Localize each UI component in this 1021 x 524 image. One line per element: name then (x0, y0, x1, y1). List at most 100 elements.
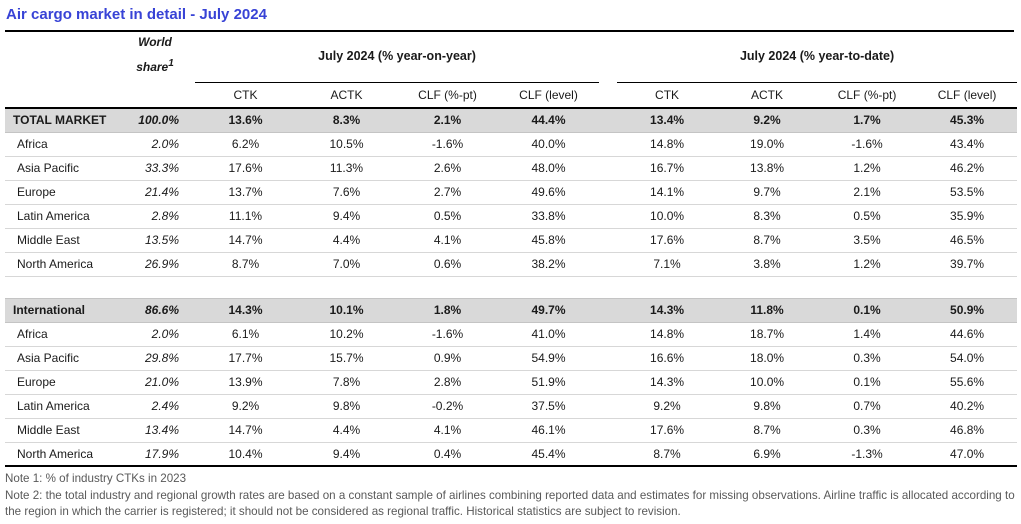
air-cargo-table: World share1 July 2024 (% year-on-year) … (5, 32, 1018, 467)
yoy-value-cell: 0.4% (397, 442, 498, 467)
ytd-value-cell: 35.9% (917, 204, 1018, 229)
column-spacer (599, 156, 618, 181)
yoy-value-cell: 14.7% (195, 228, 296, 253)
ytd-value-cell: 17.6% (617, 228, 718, 253)
ytd-value-cell: 14.8% (617, 322, 718, 347)
footnote-1: Note 1: % of industry CTKs in 2023 (5, 472, 187, 485)
yoy-value-cell: 11.3% (296, 156, 397, 181)
ytd-value-cell: 0.5% (817, 204, 918, 229)
region-cell: Africa (5, 132, 115, 157)
region-cell: Middle East (5, 228, 115, 253)
region-cell: North America (5, 442, 115, 467)
world-share-cell: 13.5% (115, 228, 195, 253)
world-share-cell: 100.0% (115, 107, 195, 133)
yoy-value-cell: 46.1% (498, 418, 600, 443)
ytd-value-cell: 55.6% (917, 370, 1018, 395)
table-row: Africa 2.0% 6.1% 10.2% -1.6% 41.0% 14.8% 18.7% 1… (5, 322, 1018, 347)
ytd-value-cell: 8.7% (717, 228, 818, 253)
table-row: Europe 21.0% 13.9% 7.8% 2.8% 51.9% 14.3% 10.0% 0… (5, 370, 1018, 395)
yoy-value-cell: 9.8% (296, 394, 397, 419)
column-spacer (599, 132, 618, 157)
col-head-ytd-actk: ACTK (717, 82, 818, 109)
column-spacer (599, 204, 618, 229)
ytd-value-cell: 19.0% (717, 132, 818, 157)
ytd-value-cell: 13.4% (617, 107, 718, 133)
world-share-cell: 13.4% (115, 418, 195, 443)
yoy-value-cell: 2.8% (397, 370, 498, 395)
column-spacer (599, 297, 618, 323)
table-row: Europe 21.4% 13.7% 7.6% 2.7% 49.6% 14.1% 9.7% 2.… (5, 180, 1018, 205)
region-cell: Africa (5, 322, 115, 347)
ytd-value-cell: 18.7% (717, 322, 818, 347)
yoy-value-cell: 0.9% (397, 346, 498, 371)
yoy-value-cell: 17.7% (195, 346, 296, 371)
world-share-cell: 26.9% (115, 252, 195, 277)
ytd-value-cell: 8.3% (717, 204, 818, 229)
table-row: Asia Pacific 33.3% 17.6% 11.3% 2.6% 48.0% 16.7… (5, 156, 1018, 181)
yoy-value-cell: 54.9% (498, 346, 600, 371)
world-share-cell: 29.8% (115, 346, 195, 371)
yoy-value-cell: 2.6% (397, 156, 498, 181)
page-title: Air cargo market in detail - July 2024 (5, 4, 1014, 32)
yoy-value-cell: 38.2% (498, 252, 600, 277)
region-cell: Latin America (5, 204, 115, 229)
yoy-value-cell: 11.1% (195, 204, 296, 229)
ytd-value-cell: 46.2% (917, 156, 1018, 181)
yoy-value-cell: 13.6% (195, 107, 296, 133)
world-share-column-head: World share1 (115, 32, 195, 82)
yoy-value-cell: 45.4% (498, 442, 600, 467)
yoy-value-cell: 51.9% (498, 370, 600, 395)
ytd-value-cell: 8.7% (617, 442, 718, 467)
yoy-value-cell: 6.2% (195, 132, 296, 157)
ytd-value-cell: 6.9% (717, 442, 818, 467)
region-cell: TOTAL MARKET (5, 107, 115, 133)
yoy-value-cell: 13.7% (195, 180, 296, 205)
col-head-yoy-ctk: CTK (195, 82, 296, 109)
ytd-value-cell: -1.6% (817, 132, 918, 157)
column-spacer (599, 442, 618, 467)
ytd-value-cell: 40.2% (917, 394, 1018, 419)
empty-head (599, 82, 618, 109)
region-cell: Latin America (5, 394, 115, 419)
yoy-value-cell: 8.7% (195, 252, 296, 277)
group-header-year-on-year: July 2024 (% year-on-year) (195, 32, 600, 83)
world-share-cell: 21.4% (115, 180, 195, 205)
ytd-value-cell: 0.1% (817, 297, 918, 323)
world-share-label-line2: share (136, 60, 169, 74)
ytd-value-cell: 8.7% (717, 418, 818, 443)
table-row: Middle East 13.4% 14.7% 4.4% 4.1% 46.1% 17.6% 8… (5, 418, 1018, 443)
world-share-cell: 2.4% (115, 394, 195, 419)
yoy-value-cell: 41.0% (498, 322, 600, 347)
ytd-value-cell: 9.8% (717, 394, 818, 419)
yoy-value-cell: 7.6% (296, 180, 397, 205)
yoy-value-cell: 9.4% (296, 204, 397, 229)
table-row: Asia Pacific 29.8% 17.7% 15.7% 0.9% 54.9% 16.6… (5, 346, 1018, 371)
yoy-value-cell: 37.5% (498, 394, 600, 419)
ytd-value-cell: 11.8% (717, 297, 818, 323)
ytd-value-cell: 0.7% (817, 394, 918, 419)
column-spacer (599, 322, 618, 347)
empty-head (115, 82, 195, 109)
world-share-label-line1: World (138, 35, 172, 49)
column-spacer (599, 252, 618, 277)
yoy-value-cell: 14.3% (195, 297, 296, 323)
ytd-value-cell: 3.5% (817, 228, 918, 253)
ytd-value-cell: 16.7% (617, 156, 718, 181)
yoy-value-cell: 13.9% (195, 370, 296, 395)
ytd-value-cell: 0.3% (817, 346, 918, 371)
col-head-ytd-clf-pt: CLF (%-pt) (817, 82, 918, 109)
ytd-value-cell: 44.6% (917, 322, 1018, 347)
ytd-value-cell: -1.3% (817, 442, 918, 467)
table-row: North America 26.9% 8.7% 7.0% 0.6% 38.2% 7.1% 3… (5, 252, 1018, 277)
yoy-value-cell: 49.6% (498, 180, 600, 205)
yoy-value-cell: 44.4% (498, 107, 600, 133)
ytd-value-cell: 14.8% (617, 132, 718, 157)
table-row: Africa 2.0% 6.2% 10.5% -1.6% 40.0% 14.8% 19.0% -… (5, 132, 1018, 157)
column-spacer (599, 228, 618, 253)
yoy-value-cell: 4.4% (296, 228, 397, 253)
yoy-value-cell: 49.7% (498, 297, 600, 323)
ytd-value-cell: 47.0% (917, 442, 1018, 467)
world-share-cell: 2.8% (115, 204, 195, 229)
yoy-value-cell: 17.6% (195, 156, 296, 181)
